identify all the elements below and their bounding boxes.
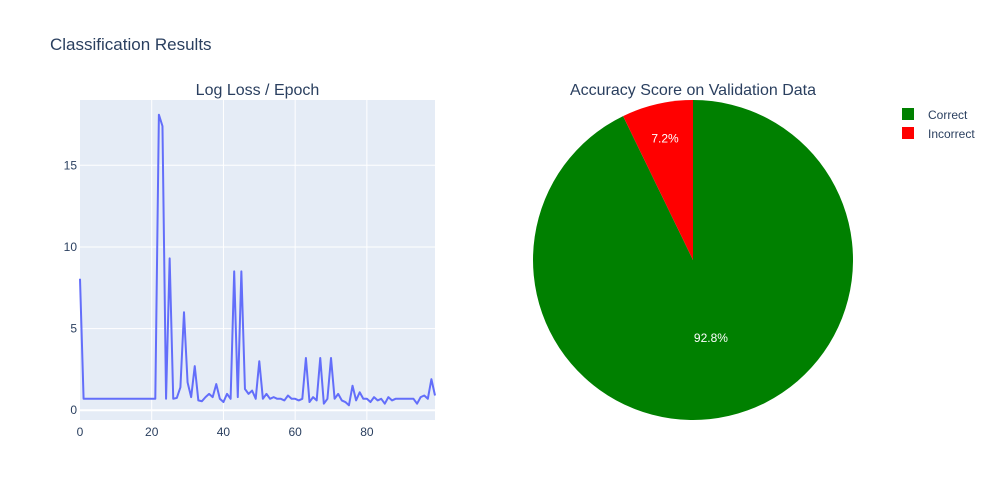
x-tick-label: 60 [288, 425, 302, 439]
x-gridlines [151, 100, 368, 420]
y-gridlines [80, 164, 435, 412]
legend-swatch-correct [902, 108, 914, 120]
y-tick-label: 15 [64, 158, 78, 172]
x-tick-label: 40 [217, 425, 231, 439]
y-tick-label: 0 [70, 403, 77, 417]
figure-title: Classification Results [50, 35, 212, 54]
y-tick-labels: 0 5 10 15 [64, 158, 78, 417]
line-chart: 0 20 40 60 80 0 5 10 15 Log Loss / Epoch [64, 82, 436, 439]
x-tick-label: 80 [360, 425, 374, 439]
plot-area-background [80, 100, 435, 420]
y-tick-label: 10 [64, 240, 78, 254]
pie-slice-incorrect [623, 100, 693, 260]
pie-chart: Accuracy Score on Validation Data 92.8% 7… [533, 82, 854, 420]
line-chart-title: Log Loss / Epoch [196, 82, 320, 99]
x-tick-labels: 0 20 40 60 80 [77, 425, 374, 439]
pie-label-correct: 92.8% [694, 331, 728, 345]
y-tick-label: 5 [70, 322, 77, 336]
legend-label-correct: Correct [928, 108, 968, 122]
pie-slice-correct [533, 100, 854, 420]
loss-series-line [79, 113, 436, 407]
pie-chart-title: Accuracy Score on Validation Data [570, 82, 816, 99]
pie-label-incorrect: 7.2% [651, 131, 679, 145]
legend: Correct Incorrect [902, 108, 975, 141]
pie-slices-layer [533, 100, 854, 420]
x-tick-label: 20 [145, 425, 159, 439]
legend-label-incorrect: Incorrect [928, 127, 975, 141]
line-series-layer [79, 113, 436, 407]
pie-slice-labels: 92.8% 7.2% [651, 131, 728, 345]
legend-swatch-incorrect [902, 127, 914, 139]
x-tick-label: 0 [77, 425, 84, 439]
